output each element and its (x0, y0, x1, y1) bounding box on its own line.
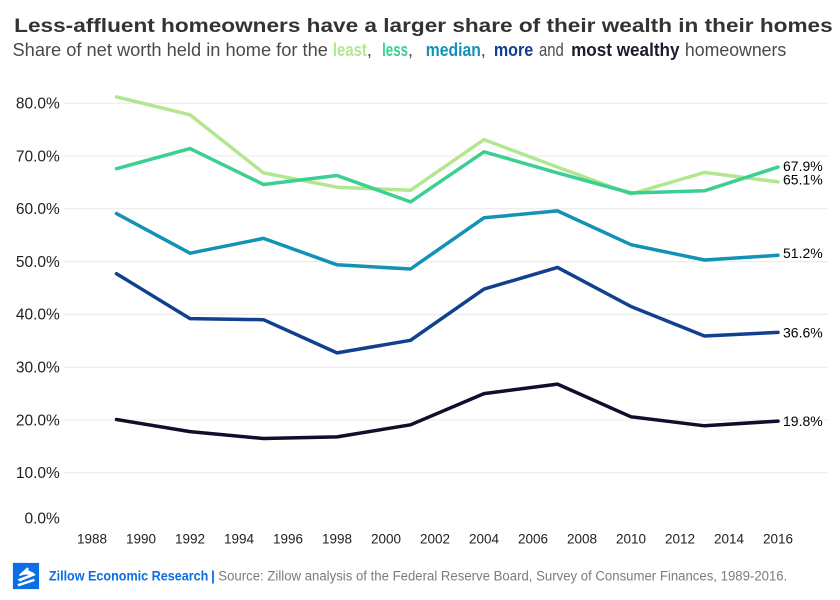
svg-text:|: | (211, 567, 215, 583)
svg-text:36.6%: 36.6% (783, 324, 823, 340)
svg-text:homeowners: homeowners (685, 40, 786, 60)
svg-text:80.0%: 80.0% (16, 96, 60, 113)
svg-text:most wealthy: most wealthy (571, 40, 679, 60)
svg-text:2004: 2004 (469, 532, 500, 547)
svg-text:30.0%: 30.0% (16, 360, 60, 377)
svg-text:,: , (367, 40, 372, 60)
svg-text:less: less (382, 40, 408, 60)
svg-text:67.9%: 67.9% (783, 158, 823, 174)
svg-text:1988: 1988 (77, 532, 107, 547)
svg-text:1996: 1996 (273, 532, 303, 547)
svg-text:2008: 2008 (567, 532, 597, 547)
svg-text:1994: 1994 (224, 532, 255, 547)
svg-text:least: least (333, 40, 367, 60)
svg-text:1992: 1992 (175, 532, 205, 547)
svg-text:1990: 1990 (126, 532, 156, 547)
svg-text:2012: 2012 (665, 532, 695, 547)
svg-text:60.0%: 60.0% (16, 201, 60, 218)
svg-text:50.0%: 50.0% (16, 254, 60, 271)
svg-text:Share of net worth held in hom: Share of net worth held in home for the (13, 40, 328, 60)
svg-text:Zillow Economic Research: Zillow Economic Research (49, 567, 208, 583)
svg-text:19.8%: 19.8% (783, 413, 823, 429)
svg-text:2010: 2010 (616, 532, 646, 547)
svg-text:2000: 2000 (371, 532, 401, 547)
svg-text:10.0%: 10.0% (16, 465, 60, 482)
svg-text:and: and (539, 40, 564, 60)
svg-text:2002: 2002 (420, 532, 450, 547)
svg-text:1998: 1998 (322, 532, 352, 547)
svg-text:,: , (481, 40, 486, 60)
svg-text:40.0%: 40.0% (16, 307, 60, 324)
svg-text:2006: 2006 (518, 532, 548, 547)
svg-text:0.0%: 0.0% (24, 511, 60, 528)
svg-text:more: more (494, 40, 533, 60)
svg-text:20.0%: 20.0% (16, 412, 60, 429)
svg-text:Source: Zillow analysis of the: Source: Zillow analysis of the Federal R… (218, 568, 787, 584)
svg-text:51.2%: 51.2% (783, 245, 823, 261)
svg-text:Less-affluent homeowners have: Less-affluent homeowners have a larger s… (14, 15, 833, 37)
svg-text:65.1%: 65.1% (783, 172, 823, 188)
svg-text:median: median (426, 40, 481, 60)
svg-text:70.0%: 70.0% (16, 148, 60, 165)
svg-text:2014: 2014 (714, 532, 745, 547)
svg-text:,: , (408, 40, 413, 60)
svg-text:2016: 2016 (763, 532, 793, 547)
